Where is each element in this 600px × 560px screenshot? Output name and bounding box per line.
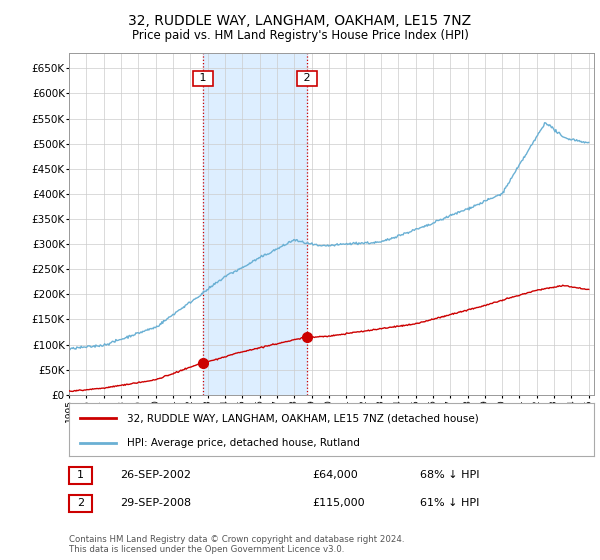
Text: £64,000: £64,000 bbox=[312, 470, 358, 480]
Text: 29-SEP-2008: 29-SEP-2008 bbox=[120, 498, 191, 508]
Text: 2: 2 bbox=[300, 73, 314, 83]
Text: 32, RUDDLE WAY, LANGHAM, OAKHAM, LE15 7NZ: 32, RUDDLE WAY, LANGHAM, OAKHAM, LE15 7N… bbox=[128, 14, 472, 28]
Text: £115,000: £115,000 bbox=[312, 498, 365, 508]
Text: Price paid vs. HM Land Registry's House Price Index (HPI): Price paid vs. HM Land Registry's House … bbox=[131, 29, 469, 42]
Text: HPI: Average price, detached house, Rutland: HPI: Average price, detached house, Rutl… bbox=[127, 438, 359, 448]
Text: 26-SEP-2002: 26-SEP-2002 bbox=[120, 470, 191, 480]
Text: 32, RUDDLE WAY, LANGHAM, OAKHAM, LE15 7NZ (detached house): 32, RUDDLE WAY, LANGHAM, OAKHAM, LE15 7N… bbox=[127, 413, 479, 423]
Text: Contains HM Land Registry data © Crown copyright and database right 2024.
This d: Contains HM Land Registry data © Crown c… bbox=[69, 535, 404, 554]
Text: 68% ↓ HPI: 68% ↓ HPI bbox=[420, 470, 479, 480]
Text: 61% ↓ HPI: 61% ↓ HPI bbox=[420, 498, 479, 508]
Text: 1: 1 bbox=[196, 73, 210, 83]
Text: 1: 1 bbox=[77, 470, 84, 480]
Text: 2: 2 bbox=[77, 498, 84, 508]
Bar bbox=[203, 53, 307, 395]
